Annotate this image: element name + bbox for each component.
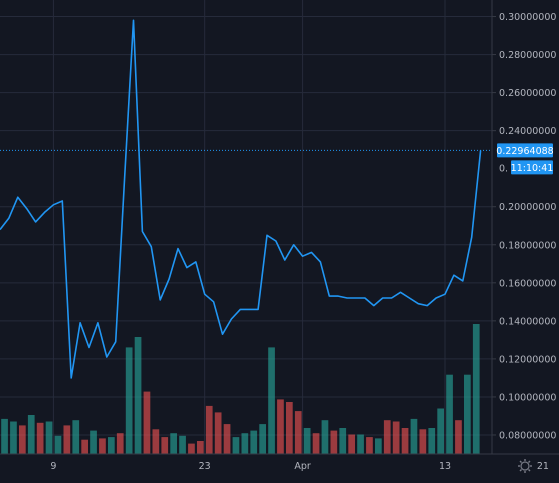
volume-bar (125, 347, 133, 454)
volume-bars (1, 324, 480, 454)
volume-bar (36, 422, 44, 454)
volume-bar (197, 441, 204, 454)
price-tick-label: 0.08000000 (499, 430, 556, 441)
volume-bar (223, 424, 231, 454)
volume-bar (268, 347, 275, 454)
volume-bar (259, 424, 266, 454)
price-axis-background[interactable] (492, 0, 559, 454)
volume-bar (27, 415, 35, 454)
volume-bar (357, 434, 364, 454)
time-tick-label: 23 (199, 461, 211, 472)
countdown-label-box (511, 160, 553, 175)
volume-bar (214, 412, 222, 454)
volume-bar (277, 399, 284, 454)
price-tick-label: 0.26000000 (499, 88, 556, 99)
price-tick-label: 0.16000000 (499, 278, 556, 289)
volume-bar (392, 421, 400, 454)
volume-bar (401, 428, 409, 454)
price-tick-label-partial: 0. (499, 163, 508, 174)
time-tick-label: 13 (439, 461, 451, 472)
volume-bar (375, 438, 382, 454)
volume-bar (330, 430, 338, 454)
price-tick-label: 0.10000000 (499, 392, 556, 403)
volume-bar (383, 420, 391, 454)
volume-bar (205, 405, 213, 454)
volume-bar (250, 430, 258, 454)
price-axis: 0.30000000 0.28000000 0.26000000 0.24000000… (492, 12, 556, 441)
volume-bar (188, 443, 195, 454)
volume-bar (161, 437, 169, 454)
price-line (0, 19, 482, 379)
volume-bar (10, 421, 17, 454)
volume-bar (19, 425, 26, 454)
volume-bar (116, 433, 124, 454)
volume-bar (428, 428, 436, 454)
volume-bar (134, 337, 142, 454)
volume-bar (366, 437, 373, 454)
settings-gear-icon[interactable] (518, 459, 532, 473)
price-tick-label: 0.28000000 (499, 50, 556, 61)
volume-bar (455, 420, 462, 454)
volume-bar (446, 374, 453, 454)
last-price-marker: 0.22964088 0. 11:10:41 (0, 143, 554, 175)
volume-bar (472, 324, 480, 454)
volume-bar (108, 437, 115, 454)
volume-bar (72, 420, 80, 454)
last-price-label: 0.22964088 (496, 146, 553, 157)
last-price-label-box (497, 143, 553, 158)
volume-bar (54, 435, 62, 454)
volume-bar (90, 430, 97, 454)
volume-bar (286, 402, 293, 454)
price-tick-label: 0.20000000 (499, 202, 556, 213)
price-tick-label: 0.12000000 (499, 354, 556, 365)
time-axis: 9 23 Apr 13 21 (50, 461, 549, 472)
volume-bar (63, 425, 71, 454)
volume-bar (152, 429, 160, 454)
price-tick-label: 0.14000000 (499, 316, 556, 327)
volume-bar (143, 391, 151, 454)
volume-bar (81, 439, 88, 454)
price-tick-label: 0.18000000 (499, 240, 556, 251)
volume-bar (170, 433, 177, 454)
volume-bar (179, 435, 186, 454)
volume-bar (232, 437, 240, 454)
volume-bar (348, 434, 355, 454)
price-line-layer (0, 19, 482, 379)
volume-bar (1, 418, 8, 454)
time-axis-background[interactable] (0, 454, 559, 479)
volume-bar (99, 438, 106, 454)
volume-bar (241, 433, 249, 454)
volume-bar (464, 374, 471, 454)
time-tick-label: 9 (50, 461, 56, 472)
volume-bar (321, 420, 329, 454)
volume-bar (437, 408, 444, 454)
volume-bar (410, 418, 418, 454)
time-tick-label: 21 (537, 461, 549, 472)
price-tick-label: 0.30000000 (499, 12, 556, 23)
volume-bar (419, 429, 427, 454)
volume-bar (312, 433, 320, 454)
countdown-label: 11:10:41 (511, 163, 554, 174)
time-tick-label: Apr (294, 461, 311, 472)
volume-bar (294, 411, 302, 454)
price-tick-label: 0.24000000 (499, 126, 556, 137)
volume-bar (303, 428, 311, 454)
volume-bar (45, 421, 53, 454)
volume-bar (339, 428, 347, 454)
